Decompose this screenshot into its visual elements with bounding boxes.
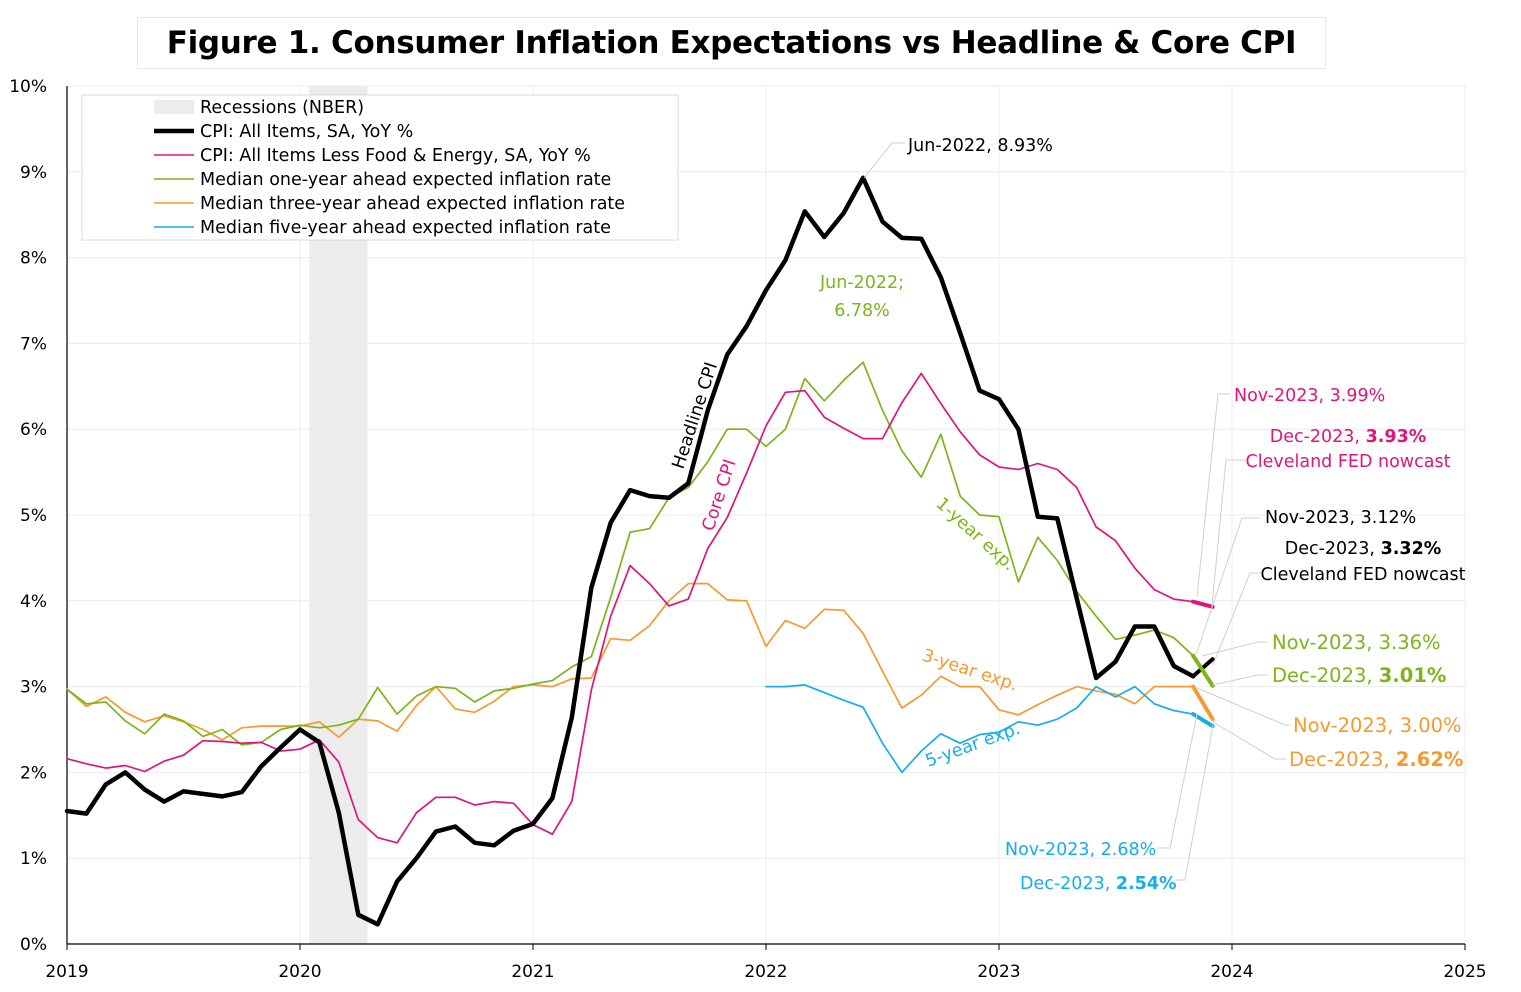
annotation-leader-line — [1201, 641, 1268, 657]
annotation-leader-line — [1211, 459, 1246, 607]
five-dec-prefix: Dec-2023, — [1020, 874, 1116, 894]
y-tick-label: 4% — [20, 592, 47, 612]
five-year-exp-label: 5-year exp. — [923, 719, 1023, 772]
annotation-leader-line — [1175, 724, 1214, 881]
legend-label-recession: Recessions (NBER) — [200, 98, 364, 118]
exp-peak-label-1: Jun-2022; — [819, 273, 904, 293]
core-dec-prefix: Dec-2023, — [1270, 427, 1366, 447]
legend-swatch-recession — [154, 100, 194, 114]
core-dec-label: Dec-2023, 3.93% — [1270, 427, 1427, 447]
x-tick-label: 2025 — [1443, 962, 1486, 982]
annotation-leader-line — [1195, 517, 1260, 656]
three-nov-label: Nov-2023, 3.00% — [1293, 714, 1462, 737]
cpi-peak-label: Jun-2022, 8.93% — [907, 136, 1053, 156]
core-cpi-label: Core CPI — [699, 457, 741, 534]
five-dec-label: Dec-2023, 2.54% — [1020, 874, 1177, 894]
y-tick-label: 10% — [9, 77, 47, 97]
title-box: Figure 1. Consumer Inflation Expectation… — [137, 17, 1326, 69]
annotation-leader-line — [1158, 713, 1198, 849]
head-dec-value: 3.32% — [1381, 539, 1442, 559]
nowcast-segment-core — [1191, 599, 1215, 609]
annotation-leader-line — [1212, 674, 1268, 686]
legend: Recessions (NBER) CPI: All Items, SA, Yo… — [81, 94, 679, 241]
y-tick-label: 0% — [20, 935, 47, 955]
legend-label-one-year: Median one-year ahead expected inflation… — [200, 170, 611, 190]
nowcast-segment-one-year — [1191, 653, 1215, 688]
annotation-leader-line — [1196, 393, 1230, 598]
annotation-leader-line — [1212, 721, 1286, 760]
series-line-headline — [64, 175, 1196, 927]
legend-label-core: CPI: All Items Less Food & Energy, SA, Y… — [200, 146, 591, 166]
core-dec-note: Cleveland FED nowcast — [1246, 452, 1451, 472]
series-lines — [64, 175, 1215, 927]
y-tick-label: 8% — [20, 249, 47, 269]
page-title: Figure 1. Consumer Inflation Expectation… — [166, 25, 1297, 61]
three-dec-value: 2.62% — [1396, 748, 1464, 771]
exp-peak-label-2: 6.78% — [834, 301, 890, 321]
x-tick-label: 2019 — [45, 962, 88, 982]
x-tick-label: 2024 — [1210, 962, 1253, 982]
legend-label-three-year: Median three-year ahead expected inflati… — [200, 194, 625, 214]
one-year-exp-label: 1-year exp. — [932, 494, 1019, 575]
series-line-three-year — [66, 582, 1195, 741]
one-dec-prefix: Dec-2023, — [1272, 664, 1379, 687]
x-tick-label: 2020 — [278, 962, 321, 982]
legend-label-headline: CPI: All Items, SA, YoY % — [200, 122, 413, 142]
three-year-exp-label: 3-year exp. — [919, 646, 1020, 696]
annotation-leader-line — [1196, 687, 1290, 726]
head-nov-label: Nov-2023, 3.12% — [1265, 508, 1416, 528]
series-line-core — [66, 372, 1195, 844]
x-tick-label: 2023 — [977, 962, 1020, 982]
one-dec-value: 3.01% — [1379, 664, 1447, 687]
y-tick-label: 3% — [20, 678, 47, 698]
legend-label-five-year: Median five-year ahead expected inflatio… — [200, 218, 611, 238]
axes: 0% 1% 2% 3% 4% 5% 6% 7% 8% 9% 10% 2019 2020 2021 2022 2… — [9, 77, 1486, 982]
legend-box — [81, 94, 679, 241]
series-line-one-year — [66, 361, 1195, 746]
one-nov-label: Nov-2023, 3.36% — [1272, 631, 1441, 654]
five-dec-value: 2.54% — [1116, 874, 1177, 894]
series-line-five-year — [765, 684, 1195, 774]
core-nov-label: Nov-2023, 3.99% — [1234, 386, 1385, 406]
y-tick-label: 1% — [20, 849, 47, 869]
nowcast-segment-three-year — [1191, 684, 1215, 722]
x-tick-label: 2021 — [511, 962, 554, 982]
annotation-leader-line — [1212, 572, 1262, 666]
y-tick-label: 7% — [20, 334, 47, 354]
y-tick-label: 9% — [20, 163, 47, 183]
y-tick-label: 5% — [20, 506, 47, 526]
x-tick-label: 2022 — [744, 962, 787, 982]
y-tick-label: 6% — [20, 420, 47, 440]
three-dec-prefix: Dec-2023, — [1289, 748, 1396, 771]
head-dec-prefix: Dec-2023, — [1285, 539, 1381, 559]
one-dec-label: Dec-2023, 3.01% — [1272, 664, 1446, 687]
head-dec-label: Dec-2023, 3.32% — [1285, 539, 1442, 559]
y-tick-label: 2% — [20, 763, 47, 783]
annotation-leader-line — [863, 142, 905, 179]
three-dec-label: Dec-2023, 2.62% — [1289, 748, 1463, 771]
head-dec-note: Cleveland FED nowcast — [1261, 565, 1466, 585]
leader-lines — [863, 142, 1290, 881]
core-dec-value: 3.93% — [1366, 427, 1427, 447]
five-nov-label: Nov-2023, 2.68% — [1005, 840, 1156, 860]
